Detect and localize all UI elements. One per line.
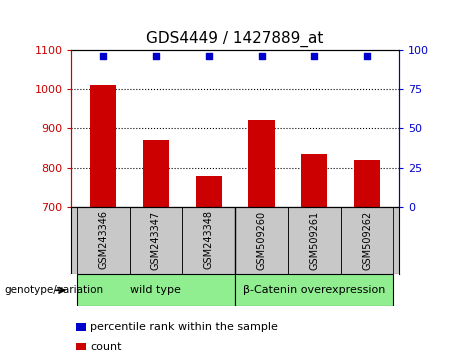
- Bar: [77, 274, 235, 306]
- Title: GDS4449 / 1427889_at: GDS4449 / 1427889_at: [147, 30, 324, 47]
- Text: GSM243348: GSM243348: [204, 210, 214, 269]
- Bar: [143, 140, 169, 207]
- Text: GSM243347: GSM243347: [151, 210, 161, 270]
- Text: genotype/variation: genotype/variation: [5, 285, 104, 295]
- Bar: [235, 274, 394, 306]
- Bar: [77, 207, 130, 274]
- Bar: [182, 207, 235, 274]
- Bar: [341, 207, 394, 274]
- Text: GSM509262: GSM509262: [362, 210, 372, 270]
- Bar: [354, 160, 380, 207]
- Point: [100, 53, 107, 59]
- Text: GSM509260: GSM509260: [256, 210, 266, 270]
- Point: [258, 53, 265, 59]
- Bar: [235, 207, 288, 274]
- Text: wild type: wild type: [130, 285, 181, 295]
- Point: [152, 53, 160, 59]
- Point: [205, 53, 213, 59]
- Bar: [248, 120, 275, 207]
- Bar: [130, 207, 182, 274]
- Point: [363, 53, 371, 59]
- Text: count: count: [90, 342, 121, 352]
- Bar: [301, 154, 327, 207]
- Bar: [195, 176, 222, 207]
- Text: GSM243346: GSM243346: [98, 210, 108, 269]
- Text: β-Catenin overexpression: β-Catenin overexpression: [243, 285, 385, 295]
- Point: [311, 53, 318, 59]
- Text: percentile rank within the sample: percentile rank within the sample: [90, 322, 278, 332]
- Text: GSM509261: GSM509261: [309, 210, 319, 270]
- Bar: [90, 85, 116, 207]
- Bar: [288, 207, 341, 274]
